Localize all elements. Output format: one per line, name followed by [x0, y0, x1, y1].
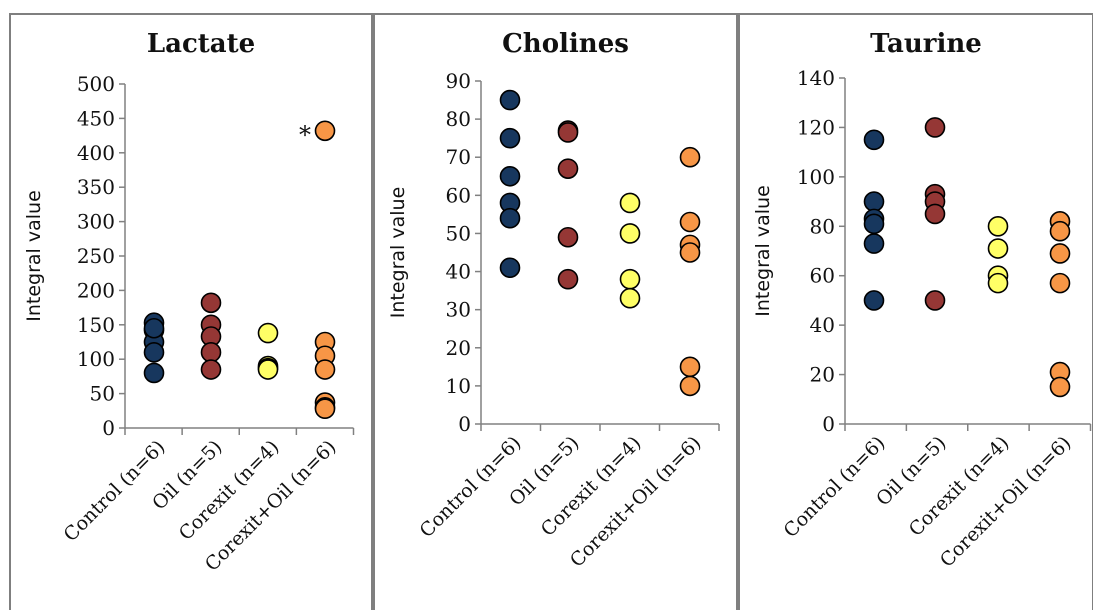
data-point [1049, 376, 1071, 398]
data-point [619, 287, 641, 309]
y-tick-label: 60 [810, 264, 835, 288]
data-point [679, 211, 701, 233]
panel-frame [738, 13, 1093, 610]
y-tick-label: 200 [77, 278, 115, 302]
data-point [1049, 243, 1071, 264]
panel-frame [9, 13, 373, 610]
data-point [499, 165, 521, 187]
y-tick-label: 30 [446, 298, 471, 322]
data-point [557, 122, 579, 143]
data-point-outlier [314, 120, 336, 142]
data-point [557, 158, 579, 179]
y-tick-label: 60 [446, 183, 471, 207]
data-point [863, 290, 885, 311]
y-tick-label: 0 [102, 416, 115, 440]
data-point [619, 268, 641, 290]
data-point [863, 233, 885, 254]
y-axis-label: Integral value [387, 187, 409, 319]
data-point [924, 203, 946, 225]
data-point [863, 129, 885, 151]
chart-title: Lactate [147, 29, 255, 59]
chart-title: Taurine [870, 29, 982, 59]
data-point [679, 146, 701, 168]
data-point [143, 317, 165, 339]
y-tick-label: 40 [810, 313, 835, 337]
data-point [557, 268, 579, 290]
data-point [499, 257, 521, 279]
panel-frame [373, 13, 738, 610]
chart-panel-lactate: Lactate 0 50 100 150 200 250 300 350 400 450 500 Int… [9, 13, 373, 610]
y-tick-label: 350 [77, 175, 115, 199]
data-point [200, 292, 222, 314]
chart-title: Cholines [502, 29, 629, 59]
data-point [499, 207, 521, 229]
data-point [200, 342, 222, 363]
x-tick-label: Control (n=6) [60, 436, 170, 546]
y-tick-label: 10 [446, 374, 471, 398]
data-point [679, 356, 701, 378]
chart-panel-taurine: Taurine 0 20 40 60 80 100 120 140 Integral value C… [738, 13, 1093, 610]
y-tick-label: 400 [77, 141, 115, 165]
data-point [257, 322, 279, 344]
y-axis-label: Integral value [23, 190, 45, 322]
data-point [863, 213, 885, 235]
y-tick-label: 40 [446, 260, 471, 284]
y-tick-label: 50 [90, 382, 115, 406]
y-tick-label: 100 [77, 347, 115, 371]
data-point [619, 223, 641, 244]
y-tick-label: 300 [77, 210, 115, 234]
y-tick-label: 20 [446, 336, 471, 360]
y-tick-label: 80 [446, 107, 471, 131]
data-point [863, 191, 885, 212]
y-tick-label: 120 [797, 115, 835, 139]
y-axis-label: Integral value [752, 185, 774, 317]
data-point [987, 215, 1009, 237]
x-tick-label: Control (n=6) [780, 432, 890, 542]
data-point [143, 342, 165, 363]
data-point [987, 238, 1009, 259]
data-point [924, 117, 946, 138]
data-point [557, 226, 579, 248]
y-tick-label: 80 [810, 214, 835, 238]
data-point [987, 272, 1009, 294]
x-tick-label: Corexit (n=4) [175, 436, 284, 545]
data-point [499, 89, 521, 111]
y-tick-label: 50 [446, 221, 471, 245]
data-point [1049, 220, 1071, 242]
chart-panel-cholines: Cholines 0 10 20 30 40 50 60 70 80 90 Integral valu… [373, 13, 738, 610]
annotation-asterisk: * [299, 121, 311, 149]
y-tick-label: 100 [797, 165, 835, 189]
data-point [314, 359, 336, 380]
y-tick-label: 0 [458, 412, 471, 436]
y-tick-label: 20 [810, 363, 835, 387]
y-tick-label: 70 [446, 145, 471, 169]
data-point [679, 242, 701, 263]
y-tick-label: 140 [797, 66, 835, 90]
y-tick-label: 0 [822, 412, 835, 436]
data-point [679, 375, 701, 397]
x-tick-label: Control (n=6) [416, 432, 526, 542]
y-tick-label: 90 [446, 69, 471, 93]
y-tick-label: 450 [77, 106, 115, 130]
data-point [314, 398, 336, 420]
data-point [924, 290, 946, 311]
data-point [499, 127, 521, 149]
data-point [200, 359, 222, 380]
data-point [1049, 272, 1071, 294]
y-tick-label: 250 [77, 244, 115, 268]
data-point [143, 362, 165, 384]
y-tick-label: 500 [77, 72, 115, 96]
y-tick-label: 150 [77, 313, 115, 337]
data-point [257, 359, 279, 380]
data-point [619, 192, 641, 214]
